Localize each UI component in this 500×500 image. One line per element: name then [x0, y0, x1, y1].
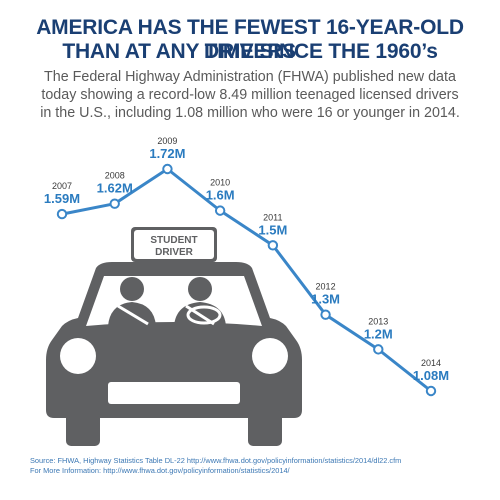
year-label-2008: 2008 — [105, 171, 125, 181]
data-point-2012 — [320, 309, 331, 320]
headlight-right — [252, 338, 288, 374]
value-label-2011: 1.5M — [258, 222, 287, 237]
value-label-2013: 1.2M — [364, 326, 393, 341]
car-wheel-left — [66, 410, 100, 446]
roof-sign-text-student: STUDENT — [150, 235, 197, 246]
source-line-2: For More Information: http://www.fhwa.do… — [30, 466, 290, 475]
year-label-2011: 2011 — [263, 212, 282, 222]
value-label-2008: 1.62M — [97, 181, 133, 196]
seatbelt-left — [117, 304, 149, 326]
headline-line-1: AMERICA HAS THE FEWEST 16-YEAR-OLD DRIVE… — [36, 16, 464, 63]
year-label-2013: 2013 — [368, 316, 388, 326]
value-label-2009: 1.72M — [149, 146, 185, 161]
data-point-2008 — [109, 198, 120, 209]
headline-line-2: THAN AT ANY TIME SINCE THE 1960’s — [62, 40, 438, 63]
value-label-2012: 1.3M — [311, 292, 340, 307]
year-label-2014: 2014 — [421, 358, 441, 368]
data-point-2010 — [214, 205, 226, 216]
data-point-2009 — [162, 163, 173, 175]
subtitle-line-3: in the U.S., including 1.08 million who … — [40, 105, 460, 121]
source-line-1: Source: FHWA, Highway Statistics Table D… — [30, 456, 402, 465]
license-plate-area — [108, 382, 240, 404]
student-driver-car-illustration: STUDENT DRIVER — [46, 227, 302, 446]
series-layer: 20071.59M20081.62M20091.72M20101.6M20111… — [44, 136, 449, 397]
roof-sign-face — [134, 230, 214, 259]
subtitle-line-2: today showing a record-low 8.49 million … — [41, 87, 459, 103]
year-label-2007: 2007 — [52, 181, 72, 191]
car-wheel-right — [248, 410, 282, 446]
subtitle-line-1: The Federal Highway Administration (FHWA… — [44, 69, 456, 85]
value-label-2007: 1.59M — [44, 191, 80, 206]
headlight-left — [60, 338, 96, 374]
value-label-2010: 1.6M — [206, 188, 235, 203]
steering-wheel-icon — [186, 305, 222, 325]
data-point-2013 — [373, 344, 384, 355]
roof-sign-text-driver: DRIVER — [155, 247, 194, 258]
seatbelt-right — [185, 304, 215, 326]
data-point-2014 — [425, 385, 437, 397]
data-point-2007 — [56, 208, 68, 220]
year-label-2009: 2009 — [157, 136, 177, 146]
data-point-2011 — [267, 240, 279, 251]
value-label-2014: 1.08M — [413, 368, 449, 383]
source-note: Source: FHWA, Highway Statistics Table D… — [30, 456, 490, 476]
year-label-2010: 2010 — [210, 178, 230, 188]
year-label-2012: 2012 — [316, 282, 336, 292]
drivers-trend-line — [61, 167, 432, 393]
